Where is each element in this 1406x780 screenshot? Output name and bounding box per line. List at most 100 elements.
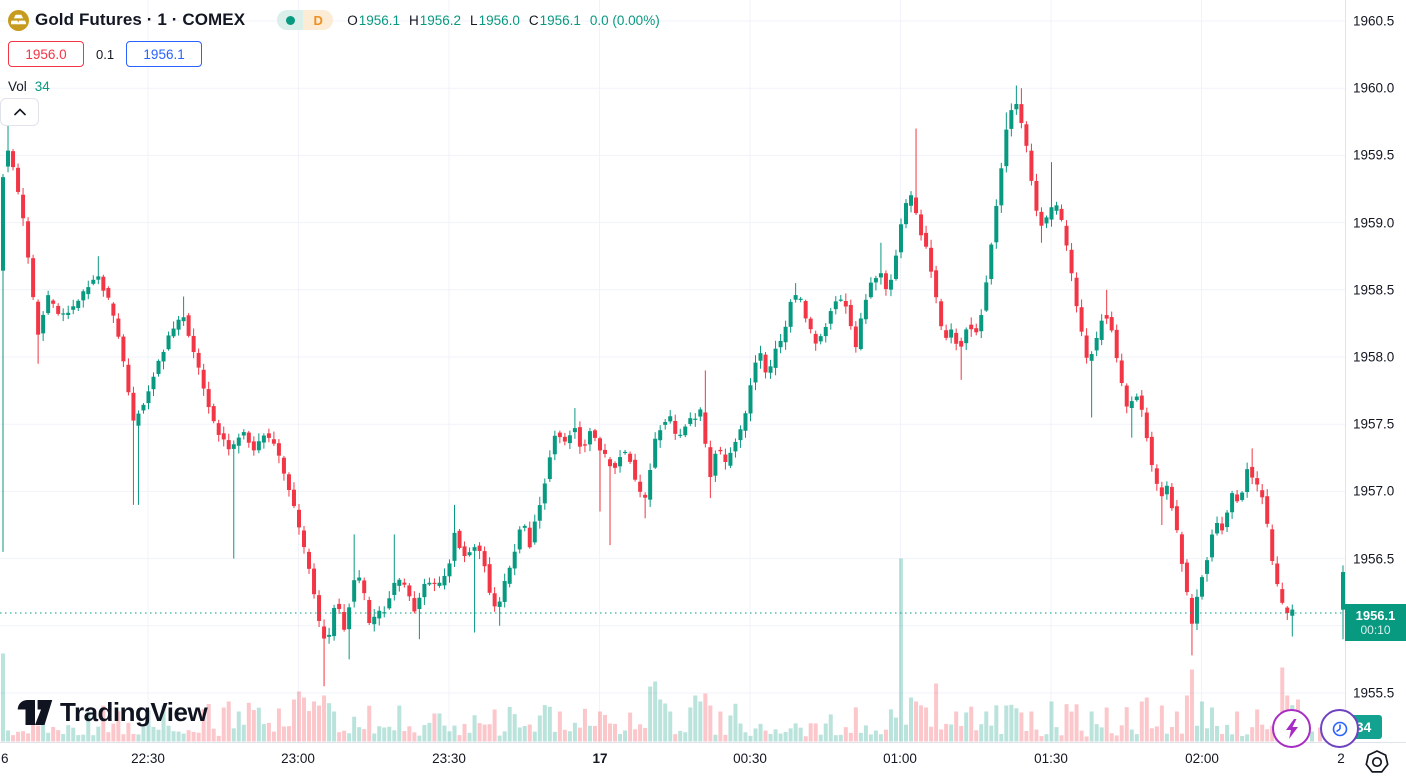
candle-body	[447, 563, 452, 577]
volume-bar	[412, 732, 417, 742]
candle-body	[1235, 494, 1240, 502]
candle-body	[989, 244, 994, 279]
volume-bar	[211, 728, 216, 742]
volume-bar	[592, 725, 597, 742]
candlesticks	[1, 85, 1345, 687]
candle-body	[648, 470, 653, 500]
volume-bar	[974, 730, 979, 742]
candle-body	[537, 505, 542, 521]
candle-body	[1154, 468, 1159, 484]
volume-bar	[1079, 730, 1084, 742]
volume-bar	[1240, 735, 1245, 742]
tradingview-logo-text: TradingView	[60, 697, 208, 727]
candle-body	[562, 436, 567, 442]
market-status-pill[interactable]: D	[277, 10, 334, 30]
instant-order-button[interactable]	[1272, 709, 1311, 748]
candle-body	[1285, 607, 1290, 613]
candle-body	[758, 353, 763, 361]
low-label: L	[470, 12, 478, 28]
candle-body	[1169, 486, 1174, 509]
candle-body	[337, 603, 342, 610]
candle-body	[587, 431, 592, 445]
candle-body	[1139, 395, 1144, 410]
candle-body	[623, 451, 628, 454]
time-axis[interactable]: 6 22:30 23:00 23:30 17 00:30 01:00 01:30 02:00 2	[0, 742, 1406, 780]
volume-bar	[1049, 701, 1054, 742]
candle-body	[567, 435, 572, 444]
volume-bar	[778, 733, 783, 742]
volume-bar	[457, 735, 462, 742]
volume-bar	[1144, 697, 1149, 742]
volume-bar	[1310, 731, 1314, 742]
candle-body	[728, 452, 733, 466]
volume-bar	[1009, 704, 1014, 742]
volume-bar	[1189, 669, 1194, 742]
candle-body	[944, 330, 949, 338]
axis-settings-button[interactable]	[1362, 747, 1390, 780]
candle-body	[266, 433, 271, 438]
candle-body	[31, 258, 36, 298]
volume-bar	[623, 730, 628, 742]
volume-bar	[688, 707, 693, 742]
volume-bar	[1215, 725, 1220, 742]
candle-body	[1144, 412, 1149, 439]
volume-bar	[984, 711, 989, 742]
sell-bid-button[interactable]: 1956.0	[8, 41, 84, 67]
volume-bar	[131, 733, 136, 742]
volume-bar	[502, 731, 507, 742]
volume-bar	[1134, 734, 1139, 742]
volume-bar	[156, 729, 161, 742]
candle-body	[748, 385, 753, 414]
tradingview-logo[interactable]: TradingView	[16, 697, 208, 728]
volume-bar	[1029, 711, 1034, 742]
candle-body	[929, 247, 934, 272]
candle-body	[487, 564, 492, 593]
candle-body	[1210, 534, 1215, 558]
volume-bar	[166, 725, 171, 742]
candle-body	[1079, 307, 1084, 332]
candle-body	[432, 582, 437, 585]
volume-bar	[46, 732, 51, 742]
candle-body	[743, 413, 748, 431]
price-axis[interactable]: 1960.5 1960.0 1959.5 1959.0 1958.5 1958.0 1957…	[1345, 0, 1406, 780]
open-label: O	[347, 12, 358, 28]
volume-bar	[81, 734, 86, 742]
volume-bar	[492, 709, 497, 742]
volume-bar	[337, 732, 342, 742]
volume-bar	[467, 732, 472, 742]
candle-body	[382, 612, 387, 614]
volume-bar	[276, 708, 281, 742]
volume-bar	[1054, 727, 1059, 742]
candle-body	[939, 301, 944, 327]
collapse-legend-button[interactable]	[0, 98, 39, 126]
volume-bar	[547, 706, 552, 742]
volume-bar	[1245, 734, 1250, 742]
volume-bar	[1129, 729, 1134, 742]
volume-bar	[813, 723, 818, 742]
candle-body	[186, 315, 191, 336]
candle-body	[532, 521, 537, 543]
candle-body	[552, 435, 557, 455]
candle-body	[934, 270, 939, 298]
time-tick-label: 01:30	[1034, 751, 1068, 766]
spread-value: 0.1	[96, 46, 115, 62]
candle-body	[1245, 469, 1250, 493]
volume-bar	[66, 725, 71, 742]
buy-ask-button[interactable]: 1956.1	[126, 41, 203, 67]
timer-button[interactable]	[1320, 709, 1359, 748]
candle-body	[106, 288, 111, 298]
volume-bar	[246, 702, 251, 742]
volume-bar	[427, 722, 432, 742]
candle-body	[1099, 320, 1104, 340]
symbol-title[interactable]: Gold Futures · 1 · COMEX	[35, 10, 246, 29]
volume-bar	[201, 709, 206, 742]
time-tick-label: 01:00	[883, 751, 917, 766]
candle-body	[76, 300, 81, 309]
candle-body	[322, 626, 327, 639]
candle-body	[86, 287, 91, 295]
candle-body	[904, 203, 909, 225]
volume-bar	[241, 724, 246, 742]
candle-body	[422, 583, 427, 598]
volume-bar	[954, 711, 959, 742]
